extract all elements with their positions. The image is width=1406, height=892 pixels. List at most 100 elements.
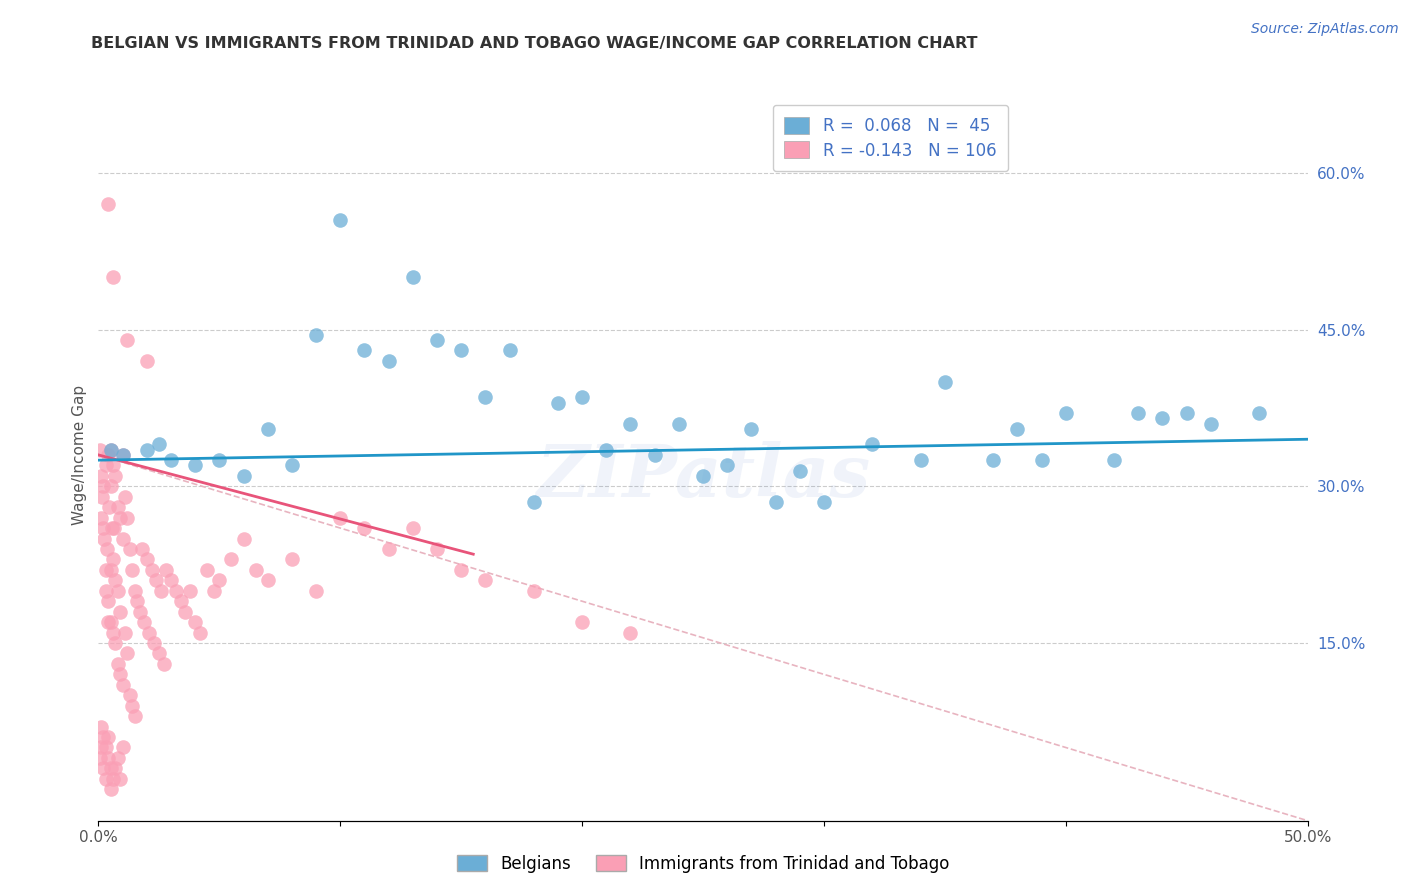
Point — [100, 521, 122, 535]
Point — [91, 479, 114, 493]
Point — [1054, 406, 1077, 420]
Point — [97, 730, 120, 744]
Point — [121, 563, 143, 577]
Point — [107, 751, 129, 765]
Text: BELGIAN VS IMMIGRANTS FROM TRINIDAD AND TOBAGO WAGE/INCOME GAP CORRELATION CHART: BELGIAN VS IMMIGRANTS FROM TRINIDAD AND … — [91, 36, 979, 51]
Point — [138, 625, 160, 640]
Point — [1249, 406, 1271, 420]
Point — [179, 583, 201, 598]
Point — [108, 772, 131, 786]
Point — [813, 495, 835, 509]
Point — [740, 422, 762, 436]
Point — [124, 583, 146, 598]
Point — [145, 574, 167, 588]
Point — [377, 354, 399, 368]
Point — [111, 448, 134, 462]
Point — [104, 468, 127, 483]
Point — [97, 448, 120, 462]
Point — [121, 698, 143, 713]
Point — [523, 583, 546, 598]
Point — [100, 761, 122, 775]
Point — [860, 437, 883, 451]
Point — [117, 510, 139, 524]
Point — [150, 583, 173, 598]
Point — [184, 458, 207, 473]
Point — [100, 479, 122, 493]
Point — [101, 552, 124, 566]
Point — [127, 594, 149, 608]
Point — [184, 615, 207, 629]
Point — [208, 453, 231, 467]
Point — [94, 772, 117, 786]
Point — [160, 453, 183, 467]
Point — [100, 615, 122, 629]
Point — [94, 563, 117, 577]
Point — [981, 453, 1004, 467]
Point — [221, 552, 243, 566]
Point — [1199, 417, 1222, 431]
Point — [118, 688, 141, 702]
Legend: Belgians, Immigrants from Trinidad and Tobago: Belgians, Immigrants from Trinidad and T… — [450, 848, 956, 880]
Point — [128, 605, 150, 619]
Point — [155, 563, 177, 577]
Point — [100, 782, 122, 797]
Point — [1128, 406, 1150, 420]
Point — [101, 772, 124, 786]
Point — [571, 615, 593, 629]
Point — [174, 605, 197, 619]
Point — [135, 354, 157, 368]
Point — [644, 448, 666, 462]
Point — [195, 563, 218, 577]
Point — [148, 437, 170, 451]
Point — [100, 442, 122, 457]
Point — [135, 442, 157, 457]
Point — [141, 563, 163, 577]
Y-axis label: Wage/Income Gap: Wage/Income Gap — [72, 384, 87, 525]
Point — [402, 521, 425, 535]
Point — [94, 583, 117, 598]
Point — [101, 625, 124, 640]
Point — [111, 740, 134, 755]
Point — [765, 495, 787, 509]
Point — [1102, 453, 1125, 467]
Point — [89, 751, 111, 765]
Point — [104, 761, 127, 775]
Point — [256, 574, 278, 588]
Point — [353, 343, 375, 358]
Point — [474, 574, 496, 588]
Point — [97, 751, 120, 765]
Point — [450, 563, 472, 577]
Point — [474, 391, 496, 405]
Point — [104, 574, 127, 588]
Point — [124, 709, 146, 723]
Point — [256, 422, 278, 436]
Point — [111, 532, 134, 546]
Point — [329, 212, 352, 227]
Point — [107, 500, 129, 515]
Point — [131, 541, 153, 556]
Point — [94, 458, 117, 473]
Point — [1152, 411, 1174, 425]
Point — [91, 490, 114, 504]
Point — [90, 510, 112, 524]
Point — [111, 678, 134, 692]
Point — [152, 657, 174, 671]
Point — [1007, 422, 1029, 436]
Point — [91, 730, 114, 744]
Point — [1031, 453, 1053, 467]
Point — [100, 563, 122, 577]
Point — [716, 458, 738, 473]
Point — [98, 500, 121, 515]
Point — [426, 333, 449, 347]
Point — [108, 667, 131, 681]
Point — [281, 552, 304, 566]
Point — [97, 594, 120, 608]
Point — [134, 615, 156, 629]
Point — [232, 532, 254, 546]
Point — [160, 574, 183, 588]
Point — [104, 636, 127, 650]
Point — [97, 615, 120, 629]
Point — [232, 468, 254, 483]
Point — [108, 510, 131, 524]
Point — [547, 395, 569, 409]
